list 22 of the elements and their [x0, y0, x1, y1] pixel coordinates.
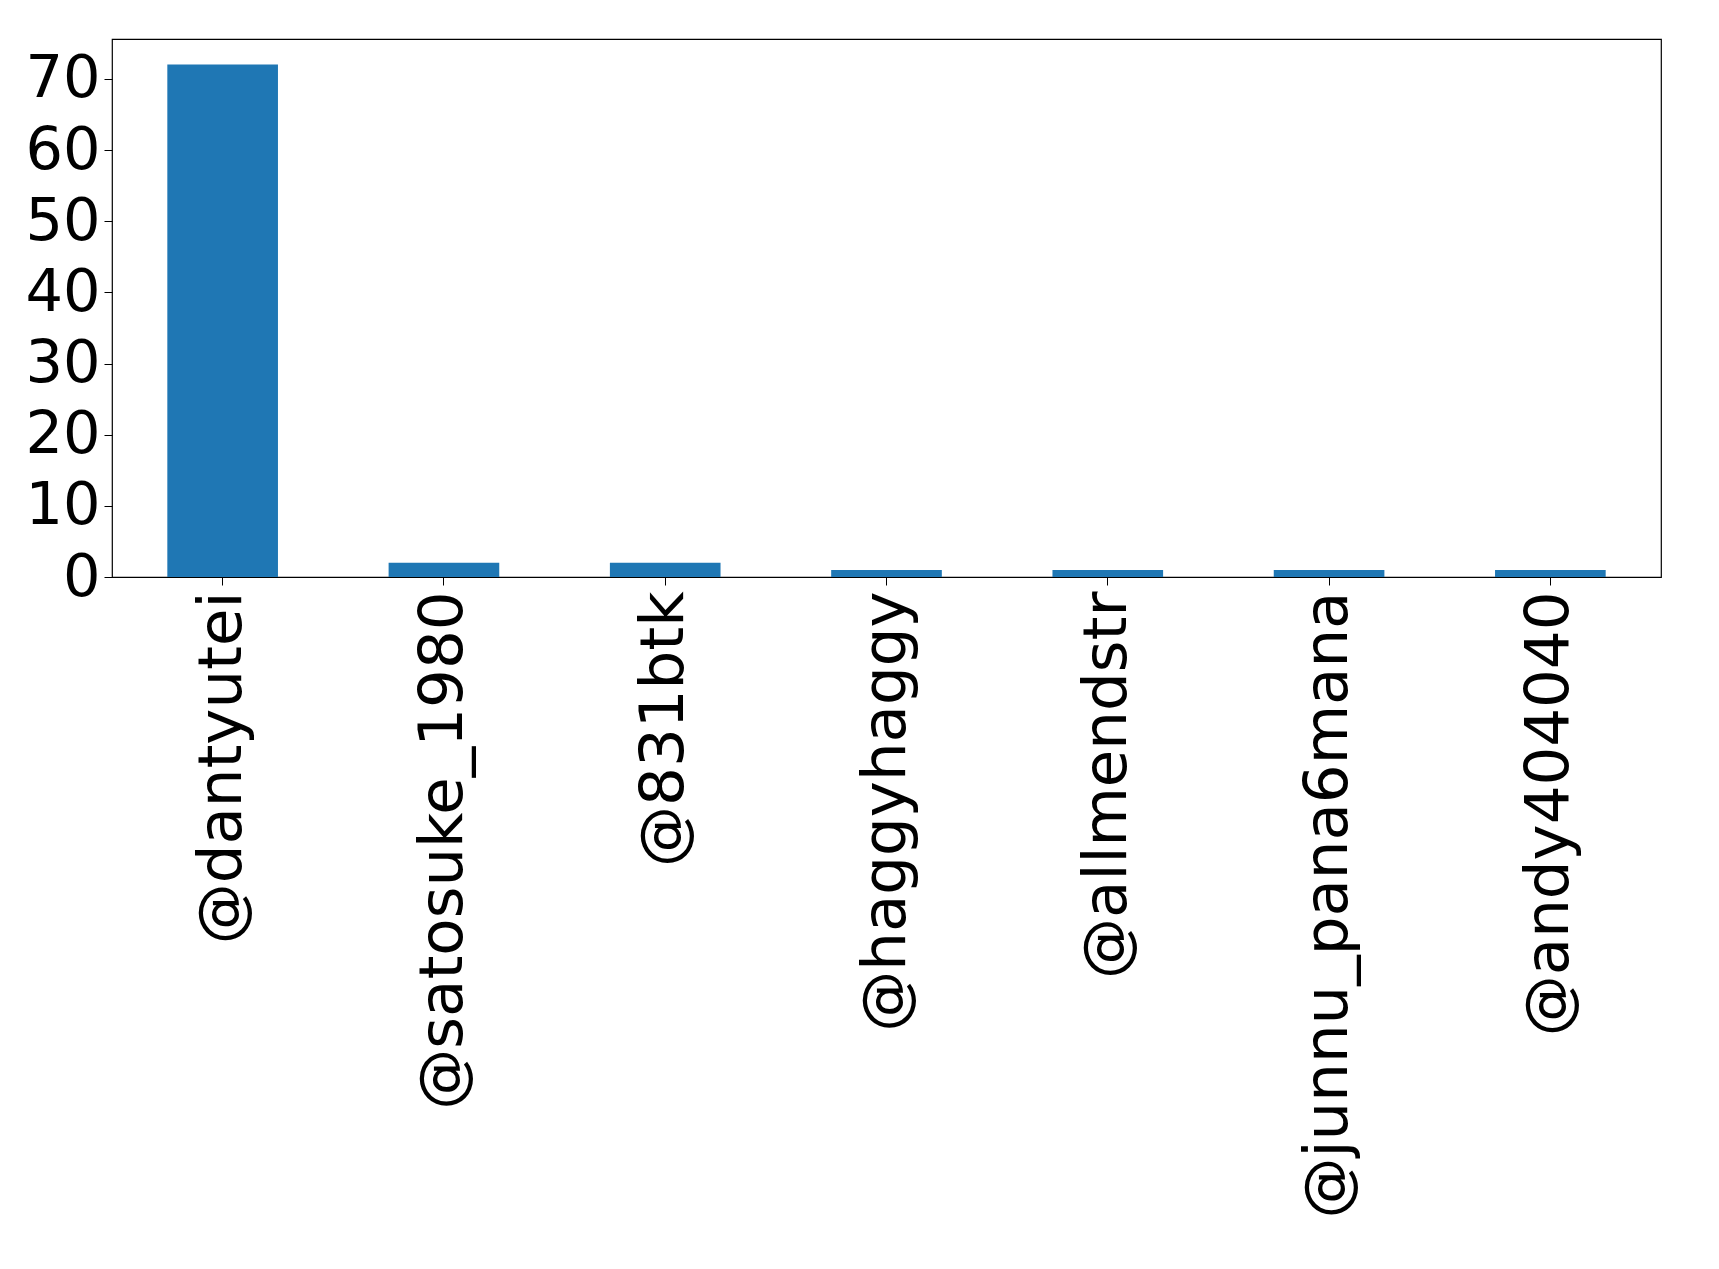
x-tick-label: @junnu_pana6mana: [1290, 591, 1362, 1219]
y-tick-label: 40: [25, 255, 101, 325]
y-tick-label: 50: [25, 184, 101, 254]
y-tick-label: 20: [25, 398, 101, 468]
x-tick-label: @haggyhaggy: [847, 591, 919, 1032]
x-tick-label: @satosuke_1980: [404, 591, 476, 1110]
bar: [167, 64, 278, 577]
bar: [831, 569, 942, 577]
bar: [1495, 569, 1606, 577]
bar: [1052, 569, 1164, 577]
x-tick-label: @andy404040: [1511, 591, 1583, 1037]
x-tick-label: @allmendstr: [1068, 590, 1140, 979]
y-tick-label: 10: [25, 469, 101, 539]
y-tick-label: 30: [25, 327, 101, 397]
x-tick-label: @dantyutei: [183, 591, 255, 945]
bar: [1273, 569, 1385, 577]
bar: [388, 562, 500, 577]
y-tick-label: 70: [25, 42, 101, 112]
y-tick-label: 0: [62, 540, 101, 610]
x-tick-label: @831btk: [626, 590, 698, 867]
y-tick-label: 60: [25, 113, 101, 183]
bar: [609, 562, 721, 577]
